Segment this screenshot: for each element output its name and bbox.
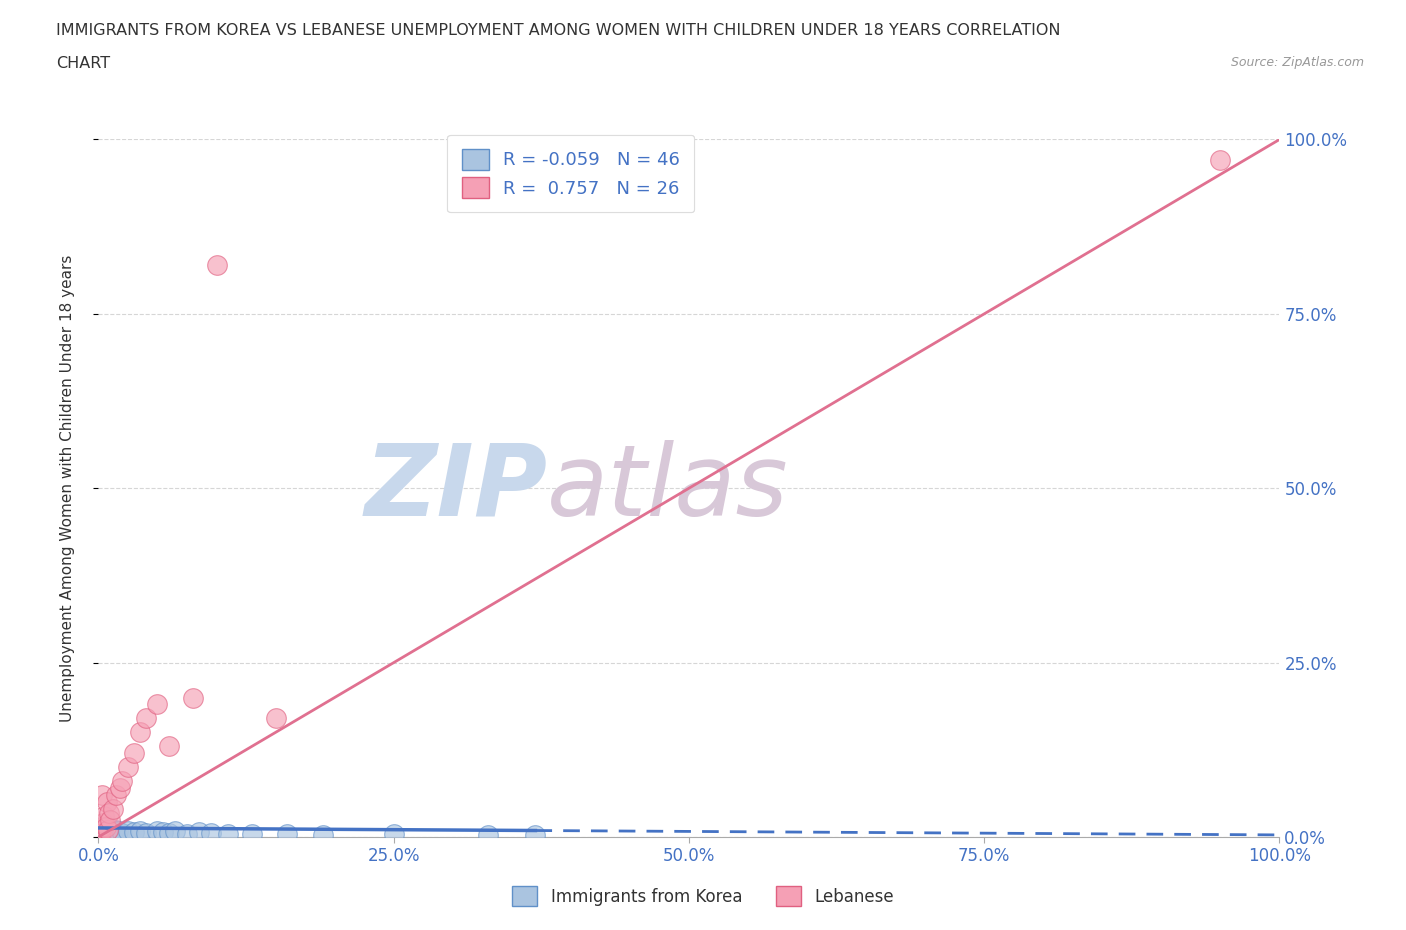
Legend: R = -0.059   N = 46, R =  0.757   N = 26: R = -0.059 N = 46, R = 0.757 N = 26 [447,135,695,212]
Point [101,802,124,817]
Point [91,816,114,830]
Point [217,826,239,841]
Point [111,826,134,841]
Point [97,821,120,836]
Point [477,828,499,843]
Point [187,825,209,840]
Point [101,825,124,840]
Point [91,823,114,838]
Point [91,827,114,842]
Point [93,825,115,840]
Point [93,820,115,835]
Y-axis label: Unemployment Among Women with Children Under 18 years: Unemployment Among Women with Children U… [60,255,75,722]
Point [157,826,180,841]
Text: CHART: CHART [56,56,110,71]
Point [105,788,128,803]
Point [111,774,134,789]
Point [89,823,111,838]
Point [90,819,112,834]
Point [276,826,298,841]
Point [103,823,125,838]
Point [96,822,118,837]
Point [93,823,115,838]
Point [200,826,222,841]
Point [91,819,114,834]
Point [91,788,114,803]
Point [90,824,112,839]
Point [135,826,157,841]
Point [240,827,263,842]
Point [146,698,169,712]
Point [97,823,120,838]
Text: ZIP: ZIP [364,440,547,537]
Text: Source: ZipAtlas.com: Source: ZipAtlas.com [1230,56,1364,69]
Point [98,824,121,839]
Point [94,819,117,834]
Point [91,821,114,836]
Point [89,826,111,841]
Point [205,258,228,272]
Point [107,824,129,839]
Point [128,823,150,838]
Point [90,824,112,839]
Point [524,828,547,843]
Point [117,760,139,775]
Point [135,711,157,725]
Point [152,825,174,840]
Point [91,826,114,841]
Text: atlas: atlas [547,440,789,537]
Point [146,824,169,839]
Point [98,805,121,820]
Point [181,690,204,705]
Point [94,826,117,841]
Point [165,824,187,839]
Legend: Immigrants from Korea, Lebanese: Immigrants from Korea, Lebanese [506,880,900,912]
Point [105,823,128,838]
Point [100,821,122,836]
Point [382,827,405,842]
Point [94,823,117,838]
Point [91,824,114,839]
Point [312,828,335,843]
Point [122,746,145,761]
Point [91,819,114,834]
Point [90,828,112,843]
Point [96,824,118,839]
Point [157,738,180,753]
Point [122,825,145,840]
Point [108,781,131,796]
Point [176,826,198,841]
Point [1209,153,1232,168]
Point [97,826,120,841]
Point [98,812,121,827]
Text: IMMIGRANTS FROM KOREA VS LEBANESE UNEMPLOYMENT AMONG WOMEN WITH CHILDREN UNDER 1: IMMIGRANTS FROM KOREA VS LEBANESE UNEMPL… [56,23,1060,38]
Point [98,823,121,838]
Point [117,824,139,839]
Point [264,711,287,725]
Point [89,826,111,841]
Point [96,794,118,809]
Point [128,725,150,740]
Point [93,809,115,824]
Point [89,823,111,838]
